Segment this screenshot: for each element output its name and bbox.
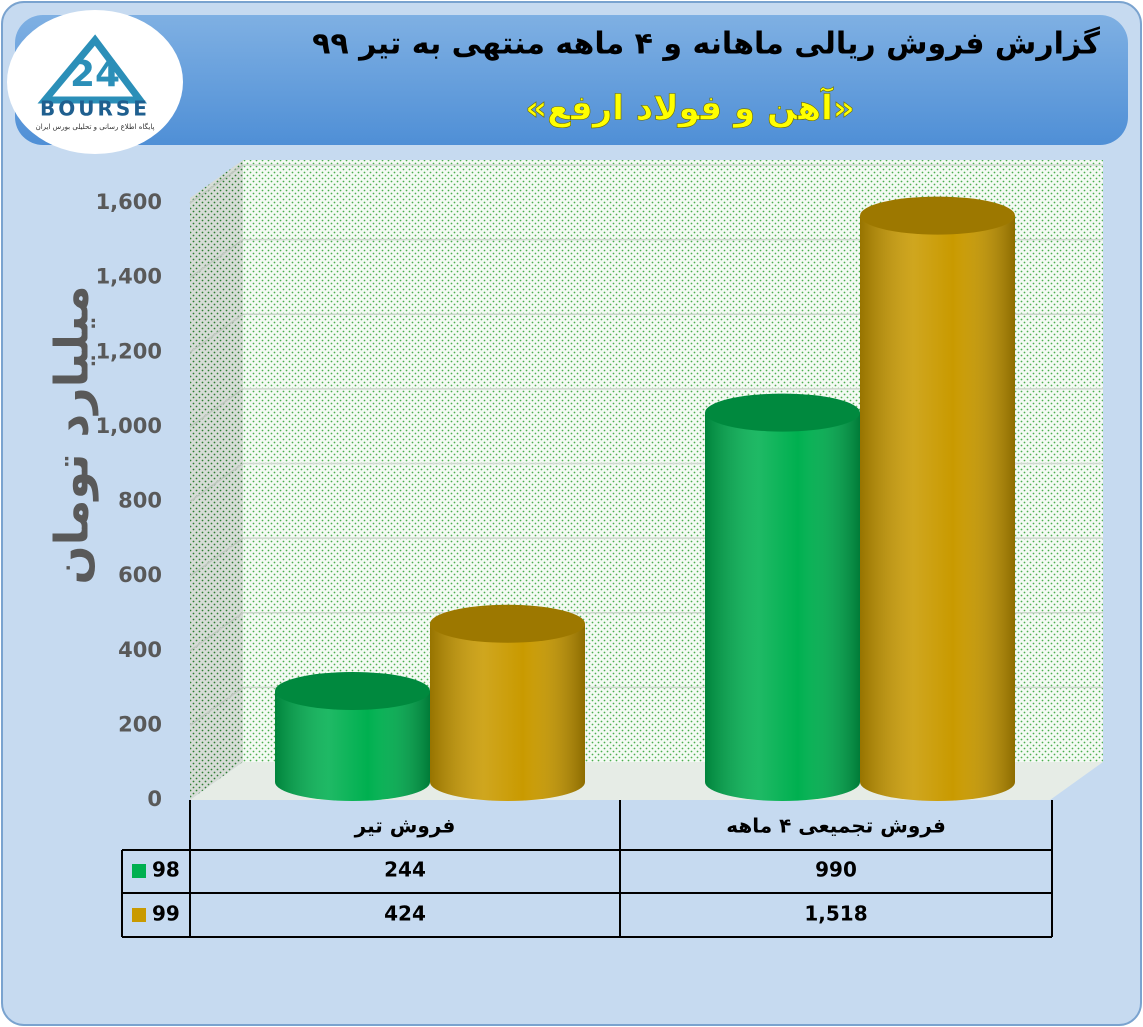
data-label: 1,518 [804, 902, 867, 926]
bar-top-shade [705, 393, 860, 432]
data-label: 244 [384, 858, 426, 882]
bar-shade [705, 412, 860, 801]
bar-top [705, 393, 860, 432]
y-tick-label: 600 [118, 563, 162, 587]
side-wall [190, 160, 243, 800]
legend-label: 98 [152, 858, 180, 882]
y-tick-label: 1,400 [96, 265, 162, 289]
y-tick-label: 0 [147, 787, 162, 811]
grid-line [189, 612, 244, 652]
bar-shade [860, 215, 1015, 801]
grid-line [189, 239, 244, 279]
legend-swatch [132, 864, 146, 878]
y-tick-label: 800 [118, 489, 162, 513]
bar-top [860, 196, 1015, 235]
grid-line [189, 686, 244, 726]
y-tick-label: 1,000 [96, 414, 162, 438]
y-tick-label: 400 [118, 638, 162, 662]
x-tick-label: فروش تیر [354, 814, 456, 838]
logo-mark: 24 [70, 54, 120, 95]
grid-line [189, 313, 244, 353]
bar-shade [430, 623, 585, 801]
grid-line [189, 388, 244, 428]
chart-subtitle: «آهن و فولاد ارفع» [525, 87, 854, 129]
bar-top [430, 604, 585, 643]
logo-icon [37, 34, 147, 104]
grid-line [189, 164, 244, 204]
grid-line [189, 462, 244, 503]
logo-badge [7, 10, 183, 154]
y-tick-label: 200 [118, 712, 162, 736]
bar-top [275, 671, 430, 710]
data-label: 424 [384, 902, 426, 926]
legend-swatch [132, 908, 146, 922]
y-tick-label: 1,600 [96, 190, 162, 214]
y-tick-label: 1,200 [96, 339, 162, 363]
chart-title: گزارش فروش ریالی ماهانه و ۴ ماهه منتهی ب… [312, 26, 1100, 62]
y-axis-label: میلیارد تومان [45, 285, 99, 584]
x-tick-label: فروش تجمیعی ۴ ماهه [726, 814, 946, 838]
data-label: 990 [815, 858, 857, 882]
header-band [15, 15, 1128, 145]
data-table [121, 800, 1053, 938]
bar-top-shade [430, 604, 585, 643]
bar-shade [275, 690, 430, 801]
logo-tagline: پایگاه اطلاع رسانی و تحلیلی بورس ایران [36, 122, 155, 131]
legend-label: 99 [152, 902, 180, 926]
grid-line [189, 537, 244, 577]
bar-top-shade [860, 196, 1015, 235]
logo-name: BOURSE [40, 97, 150, 121]
bar-top-shade [275, 671, 430, 710]
